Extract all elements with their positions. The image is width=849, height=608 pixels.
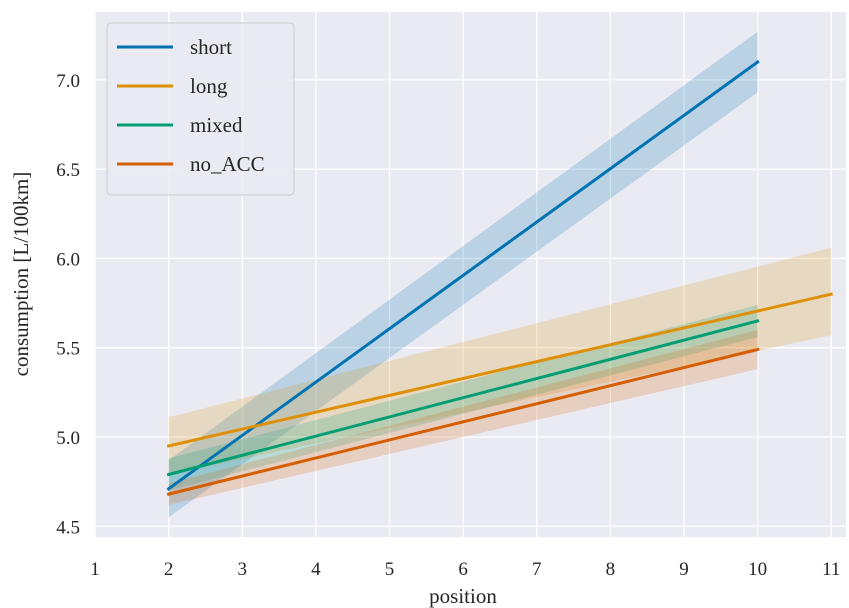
confidence-band-long (168, 247, 832, 475)
y-tick-label: 5.0 (56, 428, 80, 449)
series-line-no_ACC (166, 347, 760, 496)
x-tick-label: 8 (606, 559, 616, 580)
legend-label-mixed: mixed (190, 113, 243, 137)
x-tick-label: 5 (385, 559, 395, 580)
confidence-band-no_ACC (168, 329, 758, 505)
x-tick-label: 3 (238, 559, 248, 580)
x-tick-label: 6 (458, 559, 468, 580)
y-tick-label: 4.5 (56, 517, 80, 538)
legend: short long mixed no_ACC (106, 22, 295, 196)
series-line-short (166, 59, 760, 491)
x-tick-label: 2 (164, 559, 174, 580)
series-lines (166, 59, 834, 496)
y-tick-label: 5.5 (56, 339, 80, 360)
x-tick-label: 7 (532, 559, 542, 580)
series-line-mixed (166, 319, 760, 477)
x-tick-labels: 1 2 3 4 5 6 7 8 9 10 11 (90, 559, 840, 580)
x-tick-label: 1 (90, 559, 100, 580)
y-axis-label: consumption [L/100km] (9, 172, 33, 377)
y-tick-label: 6.0 (56, 249, 80, 270)
x-tick-label: 10 (748, 559, 767, 580)
legend-box (106, 22, 295, 196)
x-axis-label: position (429, 584, 497, 608)
y-tick-label: 7.0 (56, 71, 80, 92)
legend-label-short: short (190, 35, 232, 59)
y-tick-labels: 4.5 5.0 5.5 6.0 6.5 7.0 (56, 71, 80, 538)
legend-label-long: long (190, 74, 228, 98)
series-line-long (166, 292, 834, 448)
y-tick-label: 6.5 (56, 160, 80, 181)
x-tick-label: 4 (311, 559, 321, 580)
x-tick-label: 9 (679, 559, 689, 580)
x-tick-label: 11 (822, 559, 840, 580)
legend-label-no_ACC: no_ACC (190, 152, 265, 176)
